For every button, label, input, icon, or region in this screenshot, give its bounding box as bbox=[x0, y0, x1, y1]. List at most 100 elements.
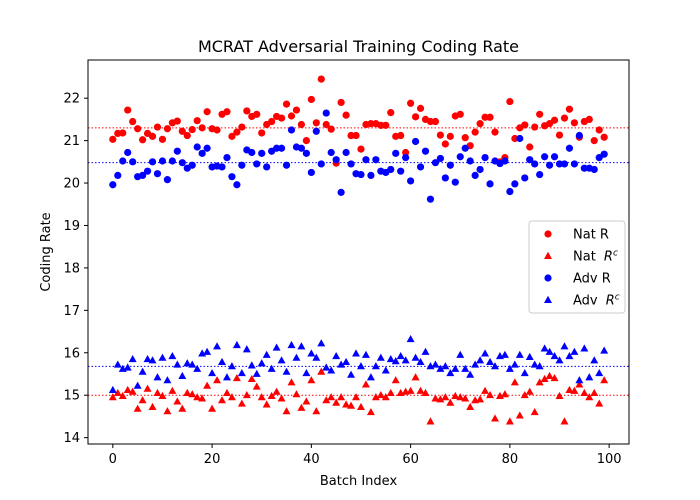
data-point bbox=[570, 386, 579, 394]
data-point bbox=[188, 360, 197, 368]
data-point bbox=[366, 373, 375, 381]
data-point bbox=[297, 144, 306, 152]
data-point bbox=[153, 388, 162, 397]
data-point bbox=[510, 378, 519, 386]
data-point bbox=[253, 160, 261, 168]
data-point bbox=[133, 404, 142, 412]
data-point bbox=[312, 407, 321, 415]
series-2-points bbox=[109, 109, 608, 203]
data-point bbox=[600, 346, 609, 354]
data-point bbox=[317, 367, 326, 375]
data-point bbox=[421, 388, 430, 397]
data-point bbox=[332, 398, 341, 406]
data-point bbox=[362, 156, 370, 164]
data-point bbox=[436, 364, 445, 372]
data-point bbox=[138, 136, 147, 144]
data-point bbox=[486, 357, 495, 366]
data-point bbox=[119, 129, 127, 137]
data-point bbox=[481, 153, 489, 162]
data-point bbox=[347, 370, 356, 378]
data-point bbox=[590, 388, 599, 397]
legend-marker bbox=[544, 274, 552, 282]
data-point bbox=[292, 353, 301, 361]
data-point bbox=[352, 393, 361, 401]
data-point bbox=[476, 356, 485, 364]
data-point bbox=[491, 362, 499, 370]
data-point bbox=[411, 373, 420, 381]
data-point bbox=[555, 356, 564, 364]
data-point bbox=[322, 363, 331, 371]
data-point bbox=[238, 161, 246, 169]
data-point bbox=[347, 131, 355, 140]
data-point bbox=[481, 386, 490, 394]
data-point bbox=[441, 174, 449, 182]
data-point bbox=[287, 340, 296, 349]
y-tick-label: 17 bbox=[63, 304, 80, 319]
data-point bbox=[347, 401, 356, 409]
y-tick-label: 21 bbox=[63, 134, 80, 149]
x-tick-label: 20 bbox=[204, 452, 221, 467]
data-point bbox=[431, 394, 440, 402]
data-point bbox=[203, 381, 212, 389]
data-point bbox=[322, 396, 331, 404]
data-point bbox=[243, 107, 251, 115]
data-point bbox=[516, 134, 524, 143]
data-point bbox=[213, 376, 222, 384]
data-point bbox=[208, 404, 217, 412]
data-point bbox=[397, 131, 405, 140]
data-point bbox=[258, 149, 266, 157]
data-point bbox=[441, 362, 450, 370]
data-point bbox=[168, 351, 177, 360]
data-point bbox=[218, 396, 226, 404]
y-tick-label: 15 bbox=[63, 389, 80, 404]
data-point bbox=[337, 188, 345, 196]
data-point bbox=[262, 350, 271, 358]
data-point bbox=[510, 360, 519, 368]
data-point bbox=[535, 362, 544, 370]
data-point bbox=[545, 347, 554, 355]
data-point bbox=[426, 117, 435, 126]
data-point bbox=[471, 128, 479, 136]
data-point bbox=[585, 393, 594, 401]
data-point bbox=[193, 117, 201, 125]
data-point bbox=[129, 117, 137, 126]
data-point bbox=[560, 160, 569, 168]
data-point bbox=[361, 380, 370, 388]
data-point bbox=[312, 353, 321, 361]
data-point bbox=[143, 167, 152, 175]
data-point bbox=[471, 171, 479, 180]
data-point bbox=[327, 125, 335, 133]
data-point bbox=[585, 373, 594, 381]
data-point bbox=[228, 132, 236, 140]
data-point bbox=[555, 160, 564, 168]
data-point bbox=[421, 147, 430, 155]
data-point bbox=[138, 171, 147, 180]
data-point bbox=[575, 380, 584, 388]
data-point bbox=[114, 171, 122, 180]
data-point bbox=[109, 181, 117, 189]
data-point bbox=[168, 157, 176, 165]
data-point bbox=[531, 123, 539, 131]
data-point bbox=[352, 131, 360, 140]
data-point bbox=[580, 388, 589, 397]
data-point bbox=[461, 134, 469, 142]
data-point bbox=[228, 173, 236, 181]
data-point bbox=[357, 170, 365, 179]
data-point bbox=[138, 396, 147, 404]
legend-label: Nat R bbox=[573, 228, 609, 243]
data-point bbox=[282, 367, 291, 375]
data-point bbox=[178, 404, 187, 412]
data-point bbox=[486, 391, 495, 399]
data-point bbox=[416, 357, 425, 366]
y-tick-label: 19 bbox=[63, 219, 80, 234]
data-point bbox=[377, 121, 385, 129]
data-point bbox=[213, 126, 221, 134]
data-point bbox=[456, 393, 465, 401]
data-point bbox=[287, 112, 296, 120]
data-point bbox=[227, 393, 236, 401]
data-point bbox=[505, 417, 514, 425]
data-point bbox=[595, 368, 604, 377]
data-point bbox=[476, 395, 485, 403]
data-point bbox=[535, 378, 544, 386]
x-tick-label: 60 bbox=[402, 452, 419, 467]
